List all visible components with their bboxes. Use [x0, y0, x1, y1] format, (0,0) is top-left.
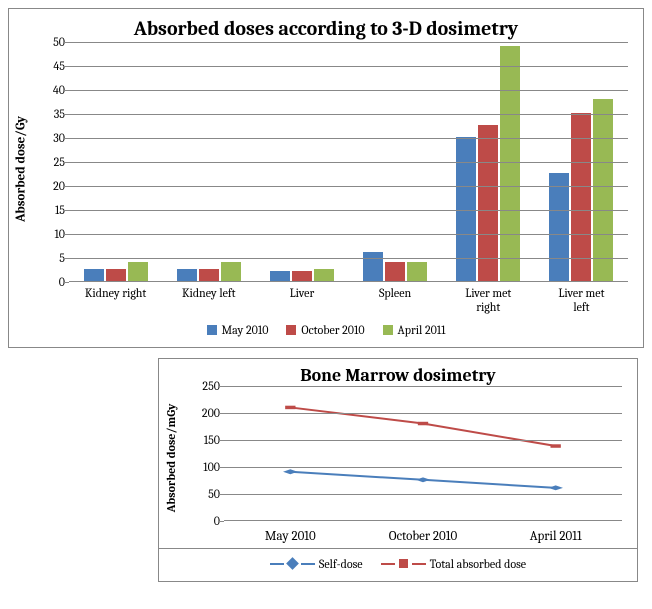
bar — [593, 99, 613, 281]
bar — [363, 252, 383, 281]
line-chart-grid: 050100150200250 — [224, 386, 622, 521]
bar — [500, 46, 520, 281]
xtick-label: Liver metright — [442, 286, 535, 315]
line-chart-legend: Self-dose Total absorbed dose — [159, 548, 637, 581]
bar — [314, 269, 334, 281]
legend-item: Self-dose — [270, 557, 363, 571]
bar — [407, 262, 427, 281]
bar — [84, 269, 104, 281]
line-chart-panel: Bone Marrow dosimetry Absorbed dose/mGy … — [158, 358, 638, 582]
bar-chart-ylabel: Absorbed dose/Gy — [14, 116, 29, 222]
line-chart-title: Bone Marrow dosimetry — [159, 359, 637, 386]
square-marker — [285, 405, 295, 408]
legend-item: Total absorbed dose — [381, 557, 526, 571]
line-chart-xticks: May 2010October 2010April 2011 — [224, 529, 622, 544]
legend-swatch — [383, 325, 393, 335]
bar-chart-title: Absorbed doses according to 3-D dosimetr… — [9, 9, 643, 42]
xtick-label: May 2010 — [224, 529, 357, 544]
line-chart-svg — [224, 386, 622, 520]
square-marker — [550, 444, 560, 447]
bar — [199, 269, 219, 281]
bar-chart-grid: 05101520253035404550 — [69, 42, 628, 282]
bar — [128, 262, 148, 281]
bar-group — [535, 99, 628, 281]
bar — [456, 137, 476, 281]
legend-label: October 2010 — [301, 323, 364, 337]
diamond-icon — [286, 557, 299, 570]
xtick-label: October 2010 — [357, 529, 490, 544]
bar — [292, 271, 312, 281]
bar-chart-plot: 05101520253035404550 Kidney rightKidney … — [69, 42, 628, 315]
legend-item: April 2011 — [383, 323, 446, 337]
xtick-label: Liver — [255, 286, 348, 315]
xtick-label: Kidney left — [162, 286, 255, 315]
square-icon — [399, 559, 408, 568]
legend-swatch — [207, 325, 217, 335]
bar — [270, 271, 290, 281]
bar-chart-xticks: Kidney rightKidney leftLiverSpleenLiver … — [69, 286, 628, 315]
diamond-marker — [548, 485, 563, 490]
bar-group — [69, 262, 162, 281]
bar — [106, 269, 126, 281]
bar-group — [442, 46, 535, 281]
diamond-marker — [416, 477, 431, 482]
legend-item: May 2010 — [207, 323, 269, 337]
legend-swatch — [286, 325, 296, 335]
bar-chart-legend: May 2010 October 2010 April 2011 — [9, 315, 643, 347]
xtick-label: Kidney right — [69, 286, 162, 315]
line-chart-plot: 050100150200250 May 2010October 2010Apri… — [224, 386, 622, 544]
legend-label: April 2011 — [398, 323, 446, 337]
bar-group — [162, 262, 255, 281]
bar-group — [255, 269, 348, 281]
bar — [177, 269, 197, 281]
legend-label: Self-dose — [319, 557, 363, 571]
legend-label: Total absorbed dose — [430, 557, 526, 571]
bar — [549, 173, 569, 281]
legend-label: May 2010 — [222, 323, 269, 337]
square-marker — [418, 422, 428, 425]
diamond-marker — [283, 469, 298, 474]
line-chart-ylabel: Absorbed dose/mGy — [164, 404, 178, 513]
bar — [385, 262, 405, 281]
xtick-label: Liver metleft — [535, 286, 628, 315]
xtick-label: April 2011 — [489, 529, 622, 544]
xtick-label: Spleen — [349, 286, 442, 315]
bar — [221, 262, 241, 281]
bar-group — [349, 252, 442, 281]
legend-item: October 2010 — [286, 323, 364, 337]
bar-chart-panel: Absorbed doses according to 3-D dosimetr… — [8, 8, 644, 348]
